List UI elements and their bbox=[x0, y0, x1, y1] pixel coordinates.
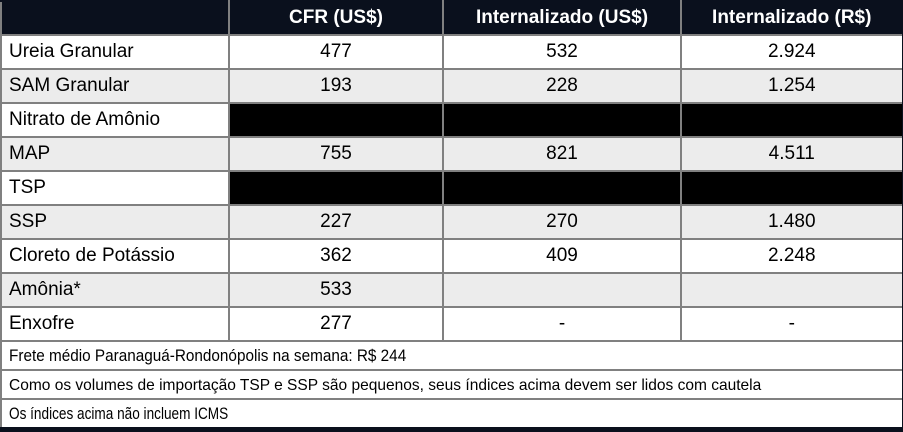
product-label: SSP bbox=[0, 204, 230, 240]
footnote-icms: Os índices acima não incluem ICMS bbox=[0, 398, 903, 431]
footnote-frete: Frete médio Paranaguá-Rondonópolis na se… bbox=[0, 340, 903, 371]
table-row-nitrato-de-amonio: Nitrato de Amônio bbox=[0, 102, 903, 138]
table-row-amonia: Amônia* 533 bbox=[0, 272, 903, 308]
product-label: TSP bbox=[0, 170, 230, 206]
internalizado-brl-value bbox=[680, 272, 903, 308]
col-header-product-blank bbox=[1, 1, 230, 36]
redacted-cell bbox=[680, 170, 903, 206]
col-header-internalizado-brl: Internalizado (R$) bbox=[680, 1, 903, 36]
footnote-row-frete: Frete médio Paranaguá-Rondonópolis na se… bbox=[0, 340, 903, 371]
cfr-value: 477 bbox=[228, 34, 444, 70]
internalizado-brl-value: 1.254 bbox=[680, 68, 903, 104]
table-row-cloreto-de-potassio: Cloreto de Potássio 362 409 2.248 bbox=[0, 238, 903, 274]
cfr-value: 227 bbox=[228, 204, 444, 240]
footnote-row-icms: Os índices acima não incluem ICMS bbox=[0, 398, 903, 431]
table-header: CFR (US$) Internalizado (US$) Internaliz… bbox=[1, 1, 903, 36]
table-row-map: MAP 755 821 4.511 bbox=[0, 136, 903, 172]
cfr-value: 277 bbox=[228, 306, 444, 342]
product-label: Cloreto de Potássio bbox=[0, 238, 230, 274]
internalizado-usd-value bbox=[442, 272, 682, 308]
internalizado-brl-value: 4.511 bbox=[680, 136, 903, 172]
product-label: MAP bbox=[0, 136, 230, 172]
cfr-value: 193 bbox=[228, 68, 444, 104]
product-label: Nitrato de Amônio bbox=[0, 102, 230, 138]
redacted-cell bbox=[442, 170, 682, 206]
product-label: SAM Granular bbox=[0, 68, 230, 104]
internalizado-usd-value: 270 bbox=[442, 204, 682, 240]
table-row-sam-granular: SAM Granular 193 228 1.254 bbox=[0, 68, 903, 104]
footnote-tsp-ssp-caution-text: Como os volumes de importação TSP e SSP … bbox=[9, 376, 762, 394]
internalizado-usd-value: 228 bbox=[442, 68, 682, 104]
table-row-ureia-granular: Ureia Granular 477 532 2.924 bbox=[0, 34, 903, 70]
header-row: CFR (US$) Internalizado (US$) Internaliz… bbox=[1, 1, 903, 36]
product-label: Enxofre bbox=[0, 306, 230, 342]
footnote-row-tsp-ssp-caution: Como os volumes de importação TSP e SSP … bbox=[0, 369, 903, 400]
internalizado-usd-value: - bbox=[442, 306, 682, 342]
col-header-internalizado-usd: Internalizado (US$) bbox=[442, 1, 682, 36]
redacted-cell bbox=[442, 102, 682, 138]
internalizado-usd-value: 821 bbox=[442, 136, 682, 172]
table-row-enxofre: Enxofre 277 - - bbox=[0, 306, 903, 342]
redacted-cell bbox=[228, 102, 444, 138]
internalizado-brl-value: 1.480 bbox=[680, 204, 903, 240]
footnote-frete-text: Frete médio Paranaguá-Rondonópolis na se… bbox=[9, 345, 407, 365]
internalizado-usd-value: 409 bbox=[442, 238, 682, 274]
product-label: Amônia* bbox=[0, 272, 230, 308]
cfr-value: 755 bbox=[228, 136, 444, 172]
table-footnotes: Frete médio Paranaguá-Rondonópolis na se… bbox=[0, 340, 903, 431]
internalizado-usd-value: 532 bbox=[442, 34, 682, 70]
table-row-ssp: SSP 227 270 1.480 bbox=[0, 204, 903, 240]
redacted-cell bbox=[228, 170, 444, 206]
footnote-tsp-ssp-caution: Como os volumes de importação TSP e SSP … bbox=[0, 369, 903, 400]
internalizado-brl-value: 2.924 bbox=[680, 34, 903, 70]
redacted-cell bbox=[680, 102, 903, 138]
footnote-icms-text: Os índices acima não incluem ICMS bbox=[9, 403, 229, 423]
product-label: Ureia Granular bbox=[0, 34, 230, 70]
table-body: Ureia Granular 477 532 2.924 SAM Granula… bbox=[0, 34, 903, 342]
col-header-cfr-usd: CFR (US$) bbox=[228, 1, 444, 36]
cfr-value: 362 bbox=[228, 238, 444, 274]
table-row-tsp: TSP bbox=[0, 170, 903, 206]
internalizado-brl-value: 2.248 bbox=[680, 238, 903, 274]
cfr-value: 533 bbox=[228, 272, 444, 308]
internalizado-brl-value: - bbox=[680, 306, 903, 342]
